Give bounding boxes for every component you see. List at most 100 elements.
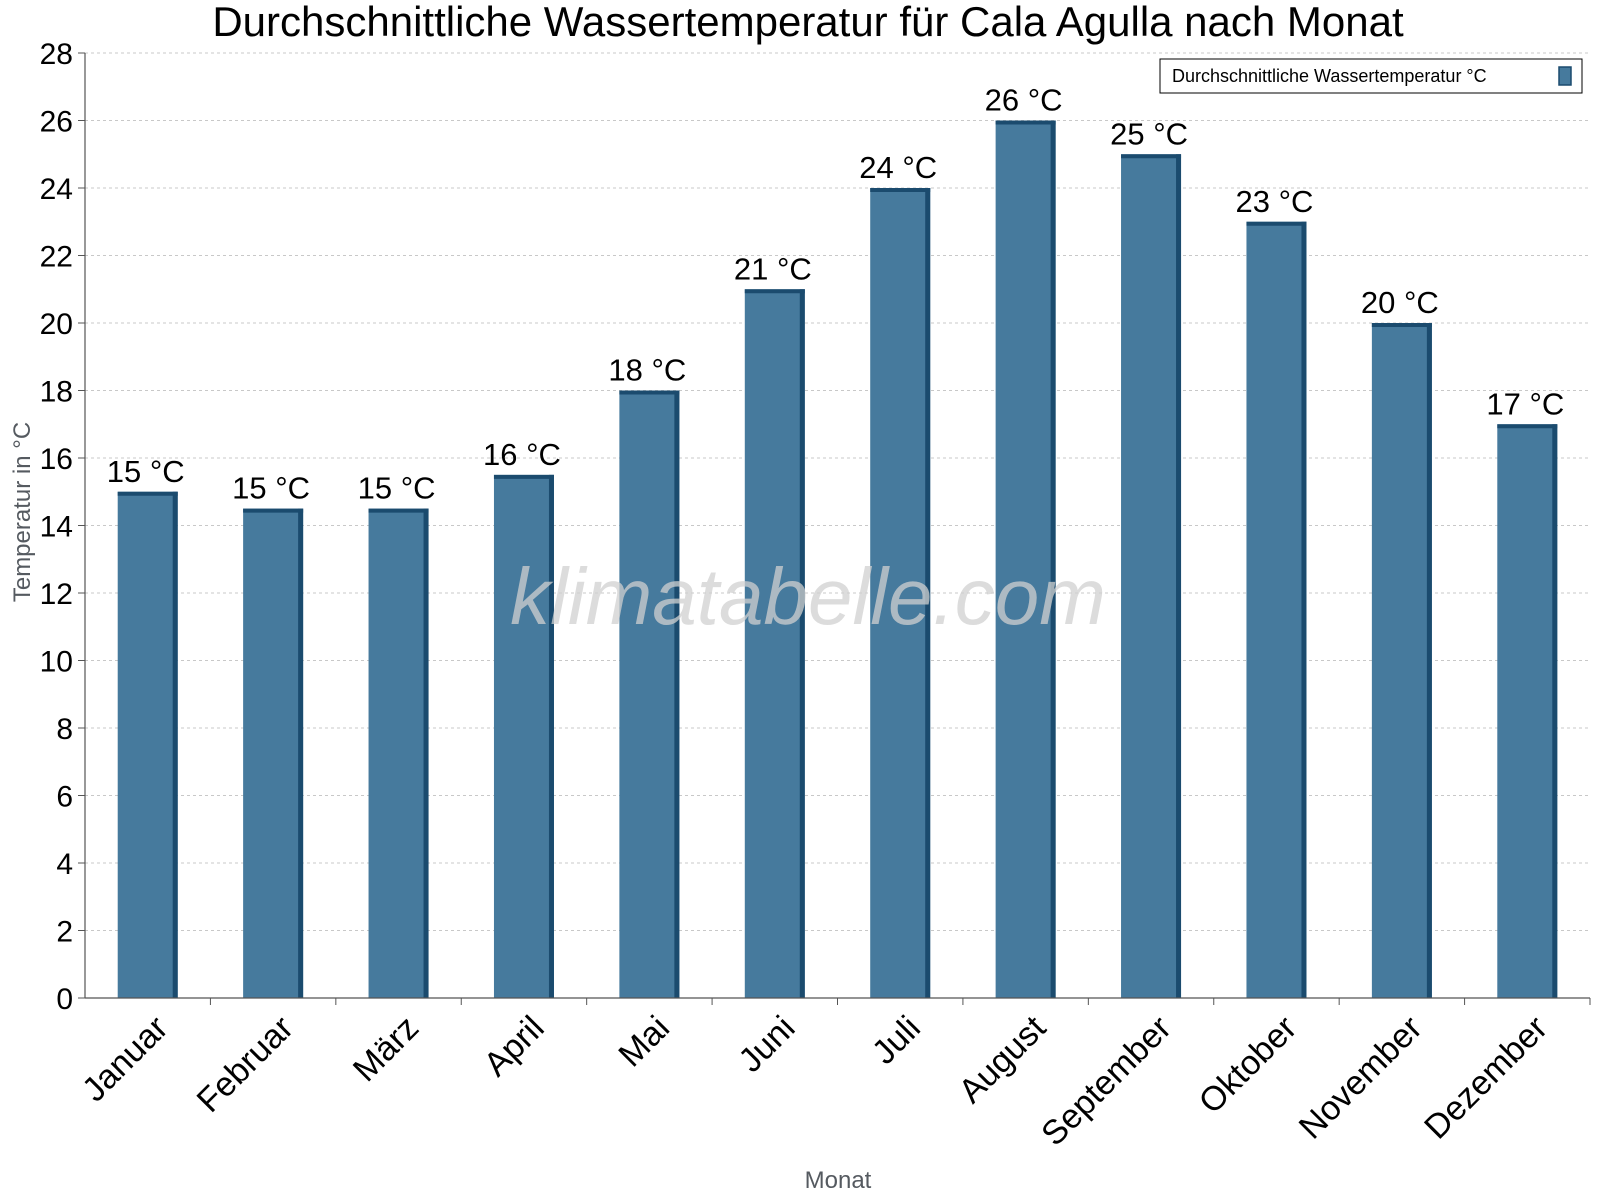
bar-face: [1121, 154, 1182, 998]
data-labels: 15 °C 15 °C 15 °C 16 °C 18 °C 21 °C 24 °C 26 °C…: [107, 83, 1564, 506]
legend-swatch: [1558, 66, 1572, 86]
bar: [1371, 323, 1432, 998]
x-tick-label: Mai: [611, 1009, 677, 1075]
bar-side: [1050, 120, 1056, 998]
y-tick-label: 0: [56, 983, 73, 1016]
x-tick-label: August: [952, 1008, 1054, 1110]
bar-side: [298, 508, 304, 998]
x-tick-label: Februar: [190, 1009, 301, 1120]
bar-top: [744, 289, 805, 294]
data-label: 15 °C: [107, 454, 185, 489]
y-tick-label: 6: [56, 781, 73, 814]
bar-top: [995, 120, 1056, 125]
data-label: 15 °C: [358, 471, 436, 506]
bar-side: [423, 508, 429, 998]
bar-top: [1497, 424, 1558, 429]
y-tick-label: 18: [40, 376, 73, 409]
data-label: 24 °C: [859, 150, 937, 185]
bar: [995, 120, 1056, 998]
data-label: 25 °C: [1110, 116, 1188, 151]
data-label: 26 °C: [985, 83, 1063, 118]
bar-top: [243, 508, 304, 513]
x-tick-labels: Januar Februar März April Mai Juni Juli AugustS…: [75, 1008, 1555, 1153]
bar-side: [172, 491, 178, 998]
data-label: 17 °C: [1486, 386, 1564, 421]
bar: [870, 188, 931, 998]
bar-top: [1371, 323, 1432, 327]
legend: Durchschnittliche Wassertemperatur °C: [1159, 58, 1583, 94]
bar: [744, 289, 805, 998]
y-tick-label: 20: [40, 308, 73, 341]
bar-side: [925, 188, 931, 998]
bar-top: [117, 491, 178, 496]
bar-side: [1552, 424, 1558, 998]
bar-top: [1246, 221, 1307, 226]
axes: [78, 52, 1591, 1005]
bar-face: [368, 508, 429, 998]
bar-side: [1426, 323, 1432, 998]
bar-face: [619, 390, 680, 998]
bar-face: [117, 491, 178, 998]
legend-box: [1159, 58, 1583, 94]
y-tick-label: 28: [40, 38, 73, 71]
bar-face: [243, 508, 304, 998]
bars: [117, 120, 1558, 998]
bar-face: [493, 474, 554, 998]
bar: [368, 508, 429, 998]
bar-side: [799, 289, 805, 998]
data-label: 23 °C: [1236, 184, 1314, 219]
gridlines: [85, 52, 1590, 931]
bar-side: [1301, 221, 1307, 998]
bar-face: [1497, 424, 1558, 998]
x-axis-title: Monat: [805, 1167, 872, 1194]
y-tick-label: 10: [40, 646, 73, 679]
data-label: 16 °C: [483, 437, 561, 472]
bar-top: [619, 390, 680, 395]
bar: [1497, 424, 1558, 998]
y-tick-label: 2: [56, 916, 73, 949]
y-tick-label: 8: [56, 713, 73, 746]
data-label: 18 °C: [608, 353, 686, 388]
x-tick-label: März: [346, 1009, 426, 1089]
bar: [243, 508, 304, 998]
bar-top: [870, 188, 931, 192]
y-tick-label: 22: [40, 241, 73, 274]
bar-top: [1121, 154, 1182, 159]
bar-side: [1176, 154, 1182, 998]
y-tick-label: 4: [56, 848, 73, 881]
y-tick-label: 26: [40, 106, 73, 139]
bar: [1121, 154, 1182, 998]
y-tick-label: 24: [40, 173, 73, 206]
chart-title: Durchschnittliche Wassertemperatur für C…: [212, 0, 1404, 45]
watermark: klimatabelle.com: [510, 552, 1106, 641]
x-tick-label: Januar: [75, 1009, 175, 1109]
bar-face: [744, 289, 805, 998]
x-tick-label: Oktober: [1192, 1009, 1304, 1121]
data-label: 15 °C: [232, 471, 310, 506]
bar-top: [493, 474, 554, 479]
y-tick-label: 14: [40, 511, 73, 544]
x-tick-label: September: [1034, 1009, 1178, 1153]
bar: [619, 390, 680, 998]
bar-top: [368, 508, 429, 513]
bar-face: [1371, 323, 1432, 998]
bar: [1246, 221, 1307, 998]
x-tick-label: April: [477, 1009, 552, 1084]
bar-side: [674, 390, 680, 998]
x-tick-label: Juni: [731, 1009, 802, 1080]
bar-side: [548, 474, 554, 998]
legend-label: Durchschnittliche Wassertemperatur °C: [1172, 66, 1487, 86]
bar-face: [870, 188, 931, 998]
data-label: 21 °C: [734, 251, 812, 286]
x-tick-label: Juli: [865, 1009, 928, 1072]
x-tick-label: Dezember: [1417, 1009, 1555, 1147]
data-label: 20 °C: [1361, 285, 1439, 320]
y-tick-label: 16: [40, 443, 73, 476]
bar: [117, 491, 178, 998]
bar-face: [1246, 221, 1307, 998]
bar-face: [995, 120, 1056, 998]
bar: [493, 474, 554, 998]
y-axis-title: Temperatur in °C: [9, 422, 36, 602]
